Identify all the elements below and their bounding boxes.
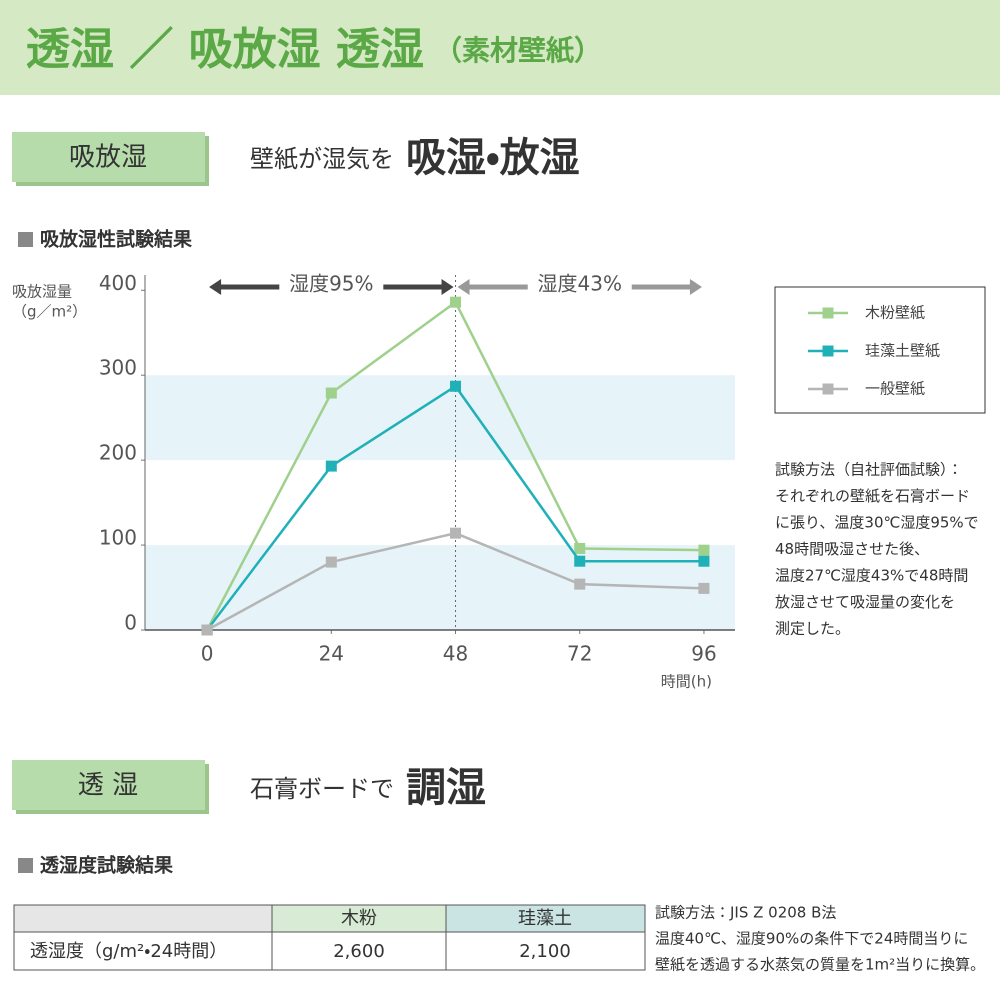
marker [450, 527, 462, 539]
note-line: 放湿させて吸湿量の変化を [775, 593, 955, 611]
table: 木粉 珪藻土 透湿度（g/m²・24時間） 2,600 2,100 [13, 904, 646, 971]
lead: 壁紙が湿気を 吸湿・放湿 [250, 135, 580, 181]
x-tick-label: 0 [201, 642, 214, 666]
bullet [18, 232, 33, 247]
y-tick-label: 100 [99, 526, 137, 550]
note-line: 測定した。 [775, 620, 850, 638]
chart: 0 100 200 300 400 0 24 48 72 96 吸放湿量 （g／m²） 時間(h) 湿度9… [12, 271, 735, 691]
arrow-head [457, 279, 470, 295]
heading: 透湿度試験結果 [40, 854, 173, 877]
header-cell [272, 905, 446, 932]
lead-text: 石膏ボードで [250, 775, 394, 803]
method-note: 試験方法：JIS Z 0208 B法温度40℃、湿度90%の条件下で24時間当り… [655, 904, 985, 974]
y-tick-label: 0 [124, 611, 137, 635]
heading: 吸放湿性試験結果 [40, 228, 192, 251]
annotation-label: 湿度95% [289, 272, 373, 296]
header-band [0, 0, 1000, 95]
header-cell [14, 905, 272, 932]
y-tick-label: 300 [99, 356, 137, 380]
cell: 2,100 [519, 941, 571, 962]
row-label: 透湿度（g/m²・24時間） [30, 941, 227, 962]
column-header: 珪藻土 [518, 908, 572, 929]
note-line: 48時間吸湿させた後、 [775, 540, 929, 558]
badge-text: 吸放湿 [69, 143, 147, 173]
lead: 石膏ボードで 調湿 [250, 765, 486, 811]
legend-marker [822, 345, 834, 357]
y-axis-label: 吸放湿量 [12, 283, 72, 301]
marker [698, 582, 710, 594]
subtitle: （素材壁紙） [434, 34, 602, 67]
note-line: 温度27℃湿度43%で48時間 [775, 567, 968, 585]
annotation-label: 湿度43% [538, 272, 622, 296]
legend-label: 珪藻土壁紙 [865, 342, 940, 360]
x-tick-label: 48 [443, 642, 468, 666]
legend-marker [822, 383, 834, 395]
emphasis: 吸湿・放湿 [406, 135, 580, 181]
note-line: に張り、温度30℃湿度95%で [775, 514, 979, 532]
marker [201, 624, 213, 636]
note-line: 温度40℃、湿度90%の条件下で24時間当りに [655, 930, 968, 948]
x-tick-label: 24 [319, 642, 344, 666]
arrow-head [689, 279, 702, 295]
legend-marker [822, 307, 834, 319]
header-cell [446, 905, 645, 932]
note-line: それぞれの壁紙を石膏ボード [775, 487, 970, 505]
x-tick-label: 72 [567, 642, 592, 666]
cell: 2,600 [333, 941, 385, 962]
badge [12, 132, 205, 182]
marker [698, 544, 710, 556]
marker [450, 296, 462, 308]
legend-box [774, 286, 986, 414]
note-line: 壁紙を透過する水蒸気の質量を1m²当りに換算。 [655, 956, 985, 974]
label-bg [279, 273, 384, 301]
label-bg [527, 273, 632, 301]
emphasis: 調湿 [406, 765, 486, 811]
marker [574, 555, 586, 567]
header-title: 透湿 ／ 吸放湿 透湿 （素材壁紙） [26, 24, 602, 75]
y-tick-label: 200 [99, 441, 137, 465]
bullet [18, 858, 33, 873]
x-axis-label: 時間(h) [661, 673, 712, 691]
marker [450, 380, 462, 392]
grid-band [145, 375, 735, 461]
marker [574, 542, 586, 554]
marker [698, 555, 710, 567]
note-line: 試験方法（自社評価試験）： [775, 461, 963, 479]
x-tick-label: 96 [691, 642, 716, 666]
badge-text: 透 湿 [78, 771, 138, 801]
arrow-head [441, 279, 454, 295]
column-header: 木粉 [341, 908, 377, 929]
marker [325, 460, 337, 472]
method-note: 試験方法（自社評価試験）： それぞれの壁紙を石膏ボードに張り、温度30℃湿度95%… [775, 461, 979, 638]
legend-label: 一般壁紙 [865, 380, 925, 398]
marker [574, 578, 586, 590]
title: 透湿 ／ 吸放湿 透湿 [26, 24, 424, 75]
marker [325, 387, 337, 399]
legend-label: 木粉壁紙 [865, 304, 925, 322]
y-tick-label: 400 [99, 271, 137, 295]
marker [325, 556, 337, 568]
lead-text: 壁紙が湿気を [250, 145, 394, 173]
y-axis-label: （g／m²） [12, 303, 87, 321]
badge [12, 760, 205, 810]
table-border [13, 904, 646, 971]
arrow-head [209, 279, 222, 295]
note-line: 試験方法：JIS Z 0208 B法 [655, 904, 836, 922]
